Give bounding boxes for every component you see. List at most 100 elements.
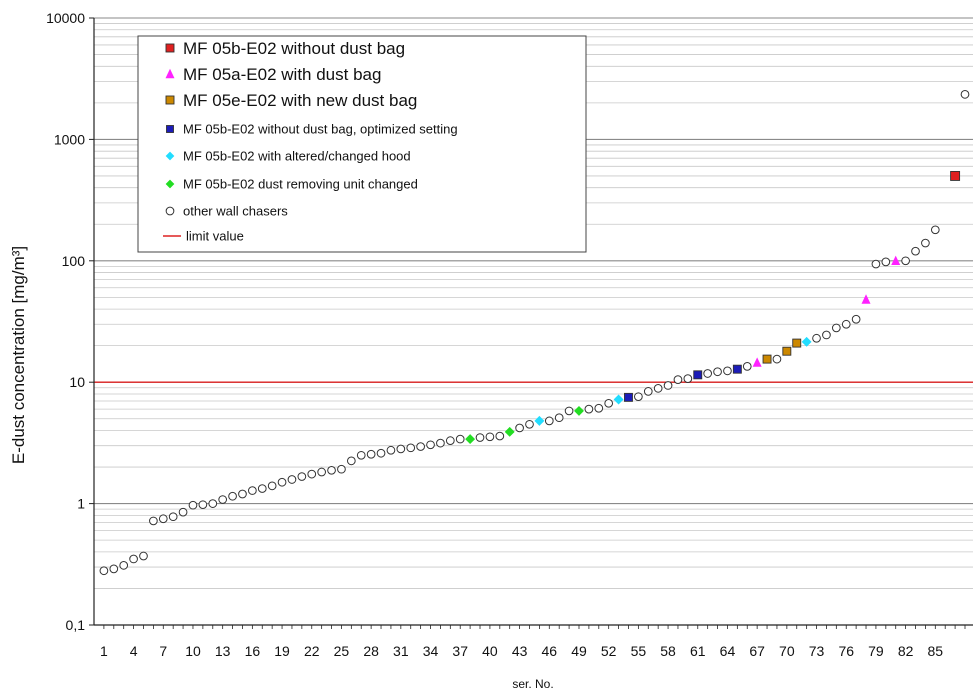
legend-symbol (165, 151, 175, 161)
x-tick-label: 22 (304, 643, 320, 659)
data-point (504, 426, 515, 437)
data-point (643, 387, 653, 396)
x-tick-label: 64 (720, 643, 736, 659)
data-point (198, 500, 208, 510)
data-point (653, 383, 663, 393)
legend-symbol (165, 68, 175, 79)
data-point (703, 369, 713, 378)
data-point (624, 392, 633, 402)
data-point (515, 423, 524, 433)
legend-symbol (165, 43, 175, 53)
data-point (149, 516, 158, 526)
data-point (713, 367, 722, 377)
data-point (732, 364, 742, 374)
data-point (861, 294, 871, 304)
data-point (752, 357, 762, 367)
legend: MF 05b-E02 without dust bag MF 05a-E02 wi… (137, 35, 587, 253)
legend-label: MF 05b-E02 with altered/changed hood (183, 149, 411, 164)
data-point (792, 338, 802, 348)
data-points (99, 90, 970, 576)
data-point (99, 566, 109, 576)
data-point (911, 246, 920, 256)
data-point (613, 394, 624, 405)
data-point (891, 255, 901, 265)
data-point (109, 564, 119, 574)
data-point (574, 405, 584, 416)
data-point (594, 403, 604, 413)
data-point (277, 477, 287, 487)
data-point (228, 491, 237, 501)
x-axis-title: ser. No. (512, 677, 553, 691)
x-tick-label: 43 (512, 643, 528, 659)
x-tick-label: 19 (274, 643, 290, 659)
data-point (871, 259, 881, 269)
data-point (327, 465, 336, 475)
data-point (317, 467, 326, 477)
data-point (495, 431, 505, 441)
x-tick-label: 1 (100, 643, 108, 659)
data-point (455, 434, 465, 444)
data-point (436, 438, 445, 448)
data-point (742, 362, 752, 371)
data-point (534, 415, 545, 426)
data-point (445, 436, 455, 446)
x-tick-label: 79 (868, 643, 884, 659)
data-point (921, 238, 930, 248)
data-point (257, 484, 267, 493)
data-point (426, 440, 435, 450)
data-point (119, 560, 129, 570)
data-point (465, 434, 476, 445)
x-tick-label: 73 (809, 643, 825, 659)
data-point (178, 507, 188, 517)
data-point (248, 486, 257, 495)
x-tick-label: 34 (423, 643, 439, 659)
data-point (663, 381, 673, 390)
legend-label: MF 05b-E02 dust removing unit changed (183, 177, 418, 192)
data-point (366, 449, 376, 459)
data-point (554, 413, 564, 423)
legend-label: limit value (186, 229, 244, 244)
data-point (634, 392, 643, 402)
data-point (812, 333, 821, 343)
x-tick-label: 82 (898, 643, 914, 659)
data-point (584, 404, 594, 414)
x-tick-label: 49 (571, 643, 587, 659)
data-point (475, 433, 485, 442)
x-tick-label: 28 (363, 643, 379, 659)
data-point (416, 442, 425, 451)
data-point (208, 499, 218, 508)
legend-symbol (165, 179, 175, 189)
x-tick-label: 37 (452, 643, 468, 659)
data-point (158, 514, 168, 524)
y-tick-label: 0,1 (66, 617, 86, 633)
legend-box (137, 35, 587, 253)
x-tick-label: 13 (215, 643, 231, 659)
data-point (376, 448, 386, 458)
data-point (930, 225, 940, 235)
legend-label: other wall chasers (183, 204, 288, 219)
x-tick-label: 70 (779, 643, 795, 659)
data-point (168, 512, 178, 522)
data-point (673, 375, 683, 384)
x-tick-label: 31 (393, 643, 409, 659)
data-point (693, 370, 703, 380)
data-point (238, 489, 247, 499)
x-tick-label: 76 (838, 643, 854, 659)
data-point (139, 551, 148, 561)
legend-label: MF 05b-E02 without dust bag (183, 39, 405, 58)
x-tick-label: 25 (334, 643, 350, 659)
data-point (337, 464, 346, 474)
data-point (307, 469, 317, 479)
data-point (188, 500, 198, 510)
data-point (772, 354, 782, 364)
data-point (683, 374, 693, 383)
y-tick-label: 100 (62, 253, 86, 269)
data-point (851, 314, 861, 324)
legend-symbol (166, 125, 174, 133)
data-point (129, 554, 138, 564)
data-point (881, 257, 891, 267)
data-point (346, 456, 356, 466)
x-tick-label: 61 (690, 643, 706, 659)
legend-label: MF 05a-E02 with dust bag (183, 65, 381, 84)
x-tick-labels: 1 4 7 10 13 16 19 22 25 28 31 34 37 40 43 46 49 52 55 58 61 6… (100, 643, 943, 659)
